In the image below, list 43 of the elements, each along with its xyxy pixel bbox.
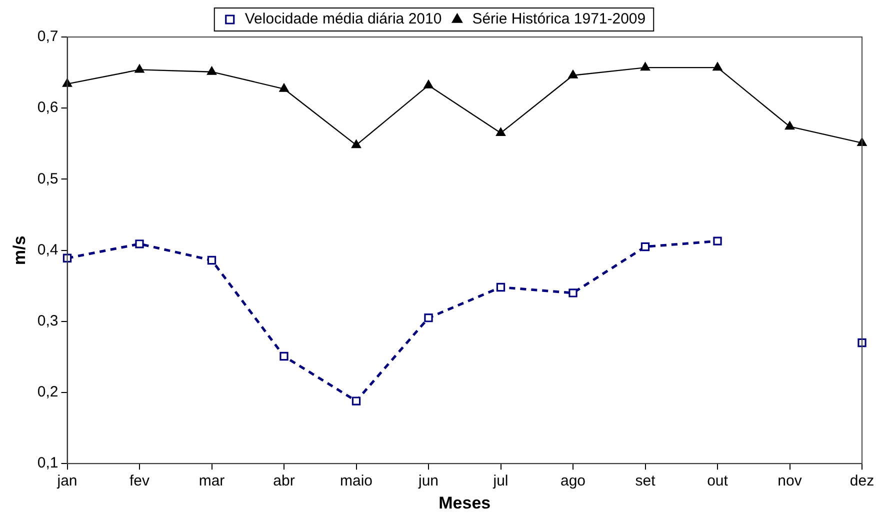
x-tick-label: out bbox=[707, 472, 729, 490]
x-tick-label: ago bbox=[560, 472, 586, 490]
y-axis-title: m/s bbox=[10, 236, 29, 265]
point bbox=[496, 282, 506, 292]
point bbox=[858, 338, 866, 348]
point bbox=[206, 66, 217, 75]
y-tick-label: 0,1 bbox=[37, 454, 58, 472]
point bbox=[280, 352, 288, 361]
x-tick-label: nov bbox=[778, 472, 802, 490]
point bbox=[424, 314, 433, 322]
point bbox=[568, 288, 578, 298]
x-tick-label: jan bbox=[56, 472, 78, 490]
y-tick-label: 0,6 bbox=[37, 99, 58, 116]
point bbox=[568, 70, 578, 78]
y-tick-label: 0,7 bbox=[37, 28, 58, 46]
point bbox=[134, 64, 144, 73]
y-tick-label: 0,2 bbox=[37, 384, 58, 401]
point bbox=[352, 396, 361, 406]
legend-label: Velocidade média diária 2010 bbox=[244, 10, 442, 28]
x-tick-label: fev bbox=[129, 472, 150, 490]
y-tick-label: 0,4 bbox=[37, 241, 58, 258]
point bbox=[784, 121, 795, 130]
y-tick-label: 0,3 bbox=[37, 312, 58, 330]
x-tick-label: dez bbox=[850, 472, 874, 490]
point bbox=[640, 62, 650, 71]
point bbox=[496, 127, 506, 136]
x-tick-label: jul bbox=[492, 472, 508, 490]
x-tick-label: maio bbox=[340, 472, 373, 490]
x-tick-label: set bbox=[635, 472, 656, 490]
x-axis-title: Meses bbox=[438, 493, 491, 512]
point bbox=[640, 242, 650, 252]
point bbox=[351, 140, 362, 148]
point bbox=[279, 83, 289, 92]
y-tick-label: 0,5 bbox=[37, 170, 58, 188]
point bbox=[207, 256, 216, 265]
point bbox=[424, 80, 434, 88]
x-tick-label: jun bbox=[417, 472, 439, 490]
x-tick-label: mar bbox=[198, 472, 225, 490]
point bbox=[135, 240, 144, 248]
legend-label: Série Histórica 1971-2009 bbox=[472, 10, 646, 28]
point bbox=[712, 62, 722, 71]
point bbox=[713, 236, 722, 246]
x-tick-label: abr bbox=[273, 472, 295, 490]
